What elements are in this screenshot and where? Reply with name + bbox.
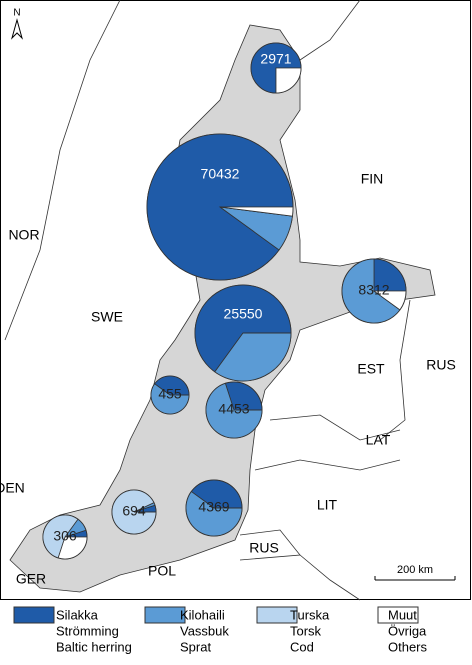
pie-slice	[373, 258, 407, 292]
border	[4, 0, 121, 341]
legend-label: Torsk	[290, 623, 322, 638]
pie-total: 4453	[218, 401, 249, 417]
pie-total: 694	[122, 503, 146, 519]
pie-total: 4369	[198, 499, 229, 515]
pie-slice	[219, 206, 294, 217]
country-label: POL	[148, 563, 176, 579]
legend-label: Others	[388, 639, 428, 654]
legend-swatch	[377, 606, 419, 624]
country-label: SWE	[91, 309, 123, 325]
pie-slice	[42, 514, 79, 559]
legend-swatch	[13, 606, 55, 624]
pie-slice	[154, 375, 190, 396]
country-label: GER	[16, 571, 46, 587]
border	[239, 529, 301, 561]
legend-label: Sprat	[180, 639, 211, 654]
country-label: NOR	[8, 227, 39, 243]
pie-slice	[205, 382, 263, 439]
country-label: EST	[357, 361, 385, 377]
pie-slice	[341, 258, 401, 324]
legend-swatch	[144, 606, 186, 624]
north-arrow	[11, 18, 23, 40]
legend-label: Turska	[290, 607, 330, 622]
legend-swatch	[256, 606, 298, 624]
pie-slice	[57, 536, 88, 560]
border	[299, 554, 361, 601]
scale-label: 200 km	[397, 564, 433, 576]
pie-total: 8312	[358, 282, 389, 298]
border	[299, 0, 361, 61]
pie-total: 455	[158, 386, 182, 402]
pie-slice	[224, 381, 263, 411]
pie-slice	[372, 290, 407, 311]
border	[254, 459, 401, 471]
pie-slice	[214, 332, 292, 382]
legend-label: Baltic herring	[56, 639, 132, 654]
pie-total: 25550	[224, 306, 263, 322]
country-label: DEN	[0, 480, 25, 496]
north-label: N	[13, 8, 20, 19]
pie-slice	[190, 479, 243, 509]
country-label: FIN	[361, 171, 384, 187]
border	[379, 299, 411, 441]
country-label: RUS	[426, 357, 456, 373]
pie-slice	[194, 284, 292, 373]
legend-label: Kilohaili	[180, 607, 225, 622]
legend-label: Silakka	[56, 607, 99, 622]
legend-label: Muut	[388, 607, 417, 622]
pie-slice	[250, 42, 302, 94]
country-label: RUS	[249, 540, 279, 556]
pie-total: 70432	[201, 166, 240, 182]
legend-label: Vassbuk	[180, 623, 229, 638]
pie-slice	[150, 383, 190, 415]
pie-slice	[185, 490, 243, 537]
legend-label: Strömming	[56, 623, 119, 638]
country-label: LAT	[366, 432, 391, 448]
legend-label: Övriga	[388, 623, 427, 638]
country-label: LIT	[317, 497, 338, 513]
legend-label: Cod	[290, 639, 314, 654]
border	[269, 414, 401, 441]
pie-slice	[275, 67, 302, 94]
pie-total: 2971	[260, 51, 291, 67]
pie-total: 306	[53, 528, 77, 544]
